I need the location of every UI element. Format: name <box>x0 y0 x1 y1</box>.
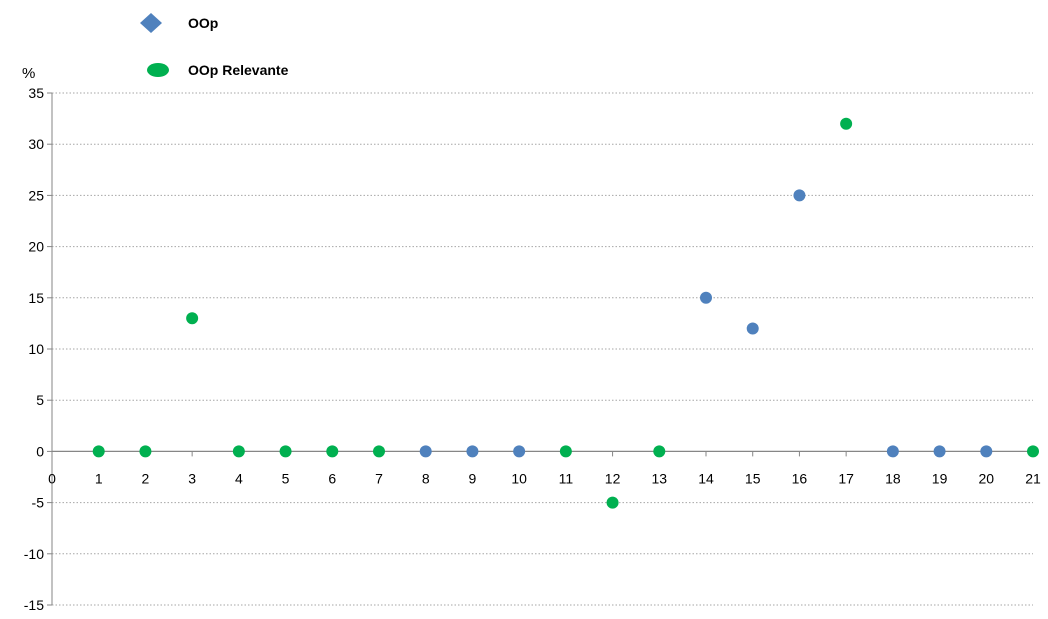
data-point-oop-relevante <box>606 496 619 509</box>
x-tick-label: 8 <box>422 470 430 486</box>
x-tick-label: 0 <box>48 470 56 486</box>
x-tick-label: 15 <box>745 470 761 486</box>
legend-item-oop: OOp <box>140 13 218 33</box>
y-tick-label: 5 <box>36 392 44 408</box>
data-point-oop-relevante <box>840 117 853 130</box>
x-tick-label: 4 <box>235 470 243 486</box>
data-point-oop-relevante <box>139 445 152 458</box>
data-point-oop-relevante <box>92 445 105 458</box>
data-point-oop <box>886 445 899 458</box>
x-tick-label: 6 <box>328 470 336 486</box>
y-tick-label: 30 <box>28 136 44 152</box>
y-tick-label: 25 <box>28 187 44 203</box>
legend-marker-diamond-icon <box>140 13 162 33</box>
y-tick-label: -15 <box>24 597 44 613</box>
data-point-oop <box>466 445 479 458</box>
data-point-oop <box>933 445 946 458</box>
y-tick-label: 20 <box>28 239 44 255</box>
y-tick-label: 35 <box>28 85 44 101</box>
y-tick-label: 10 <box>28 341 44 357</box>
y-tick-label: 0 <box>36 443 44 459</box>
data-point-oop <box>513 445 526 458</box>
x-tick-label: 3 <box>188 470 196 486</box>
data-point-oop <box>746 322 759 335</box>
data-point-oop-relevante <box>1027 445 1039 458</box>
x-tick-label: 7 <box>375 470 383 486</box>
y-tick-label: 15 <box>28 290 44 306</box>
x-tick-label: 17 <box>838 470 854 486</box>
data-point-oop-relevante <box>559 445 572 458</box>
x-tick-label: 16 <box>792 470 808 486</box>
data-point-oop-relevante <box>232 445 245 458</box>
x-tick-label: 9 <box>469 470 477 486</box>
y-tick-label: -5 <box>32 495 45 511</box>
x-tick-label: 20 <box>978 470 994 486</box>
legend-label-oop-relevante: OOp Relevante <box>188 62 289 78</box>
x-tick-label: 14 <box>698 470 714 486</box>
x-tick-label: 18 <box>885 470 901 486</box>
x-tick-label: 2 <box>142 470 150 486</box>
data-points <box>92 117 1039 509</box>
data-point-oop-relevante <box>373 445 385 458</box>
y-axis-unit-label: % <box>22 65 35 82</box>
data-point-oop <box>700 291 712 304</box>
data-point-oop-relevante <box>186 312 199 325</box>
data-point-oop <box>793 189 806 202</box>
x-tick-label: 1 <box>95 470 103 486</box>
data-point-oop <box>980 445 993 458</box>
x-tick-label: 5 <box>282 470 290 486</box>
legend-item-oop-relevante: OOp Relevante <box>147 62 289 78</box>
legend-label-oop: OOp <box>188 15 218 31</box>
x-tick-label: 13 <box>651 470 667 486</box>
x-tick-label: 11 <box>559 470 574 486</box>
data-point-oop-relevante <box>279 445 292 458</box>
x-tick-label: 12 <box>605 470 621 486</box>
x-tick-label: 21 <box>1025 470 1041 486</box>
legend: OOp OOp Relevante <box>140 13 289 78</box>
data-point-oop <box>419 445 432 458</box>
y-tick-label: -10 <box>24 546 44 562</box>
gridlines <box>52 92 1033 606</box>
data-point-oop-relevante <box>326 445 339 458</box>
x-tick-label: 19 <box>932 470 948 486</box>
x-tick-label: 10 <box>511 470 527 486</box>
legend-marker-circle-icon <box>147 63 169 77</box>
data-point-oop-relevante <box>653 445 666 458</box>
